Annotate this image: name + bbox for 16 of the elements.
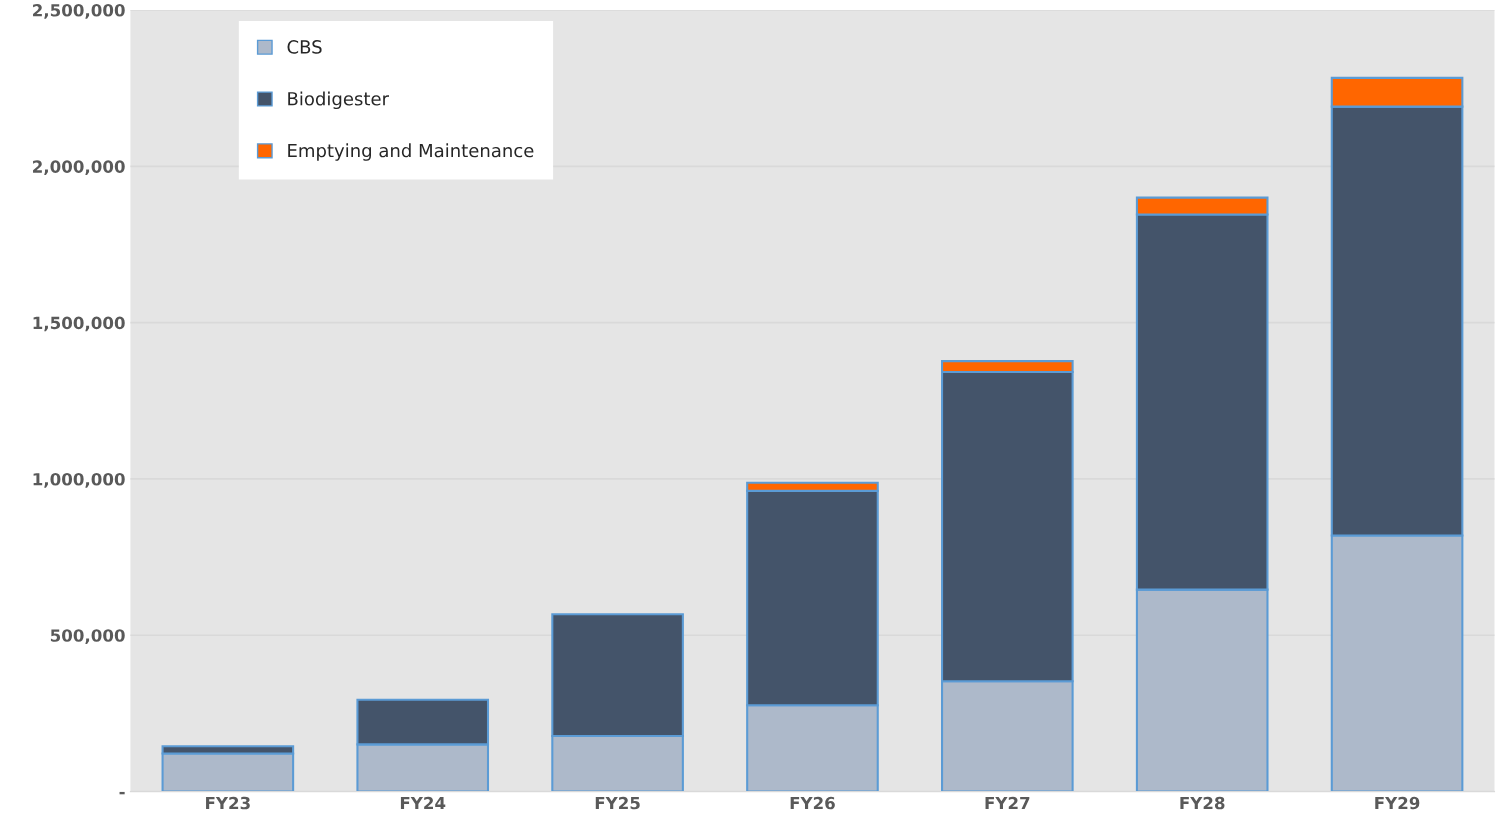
legend-label: Biodigester — [288, 91, 389, 110]
y-tick-label: 1,500,000 — [33, 316, 125, 332]
y-tick-label: 2,500,000 — [33, 3, 125, 19]
x-tick-label: FY27 — [985, 796, 1030, 810]
y-tick-label: 1,000,000 — [33, 472, 125, 488]
y-tick-label: 2,000,000 — [33, 160, 125, 176]
x-tick-label: FY29 — [1375, 796, 1420, 810]
x-tick-label: FY28 — [1180, 796, 1225, 810]
legend-label: Emptying and Maintenance — [288, 143, 534, 161]
x-tick-label: FY24 — [400, 796, 446, 810]
x-tick-label: FY25 — [595, 796, 640, 810]
x-tick-label: FY26 — [790, 796, 835, 810]
y-tick-label: 500,000 — [50, 629, 125, 644]
y-tick-label: - — [119, 791, 125, 795]
legend-label: CBS — [287, 40, 322, 54]
x-tick-label: FY23 — [206, 796, 250, 810]
